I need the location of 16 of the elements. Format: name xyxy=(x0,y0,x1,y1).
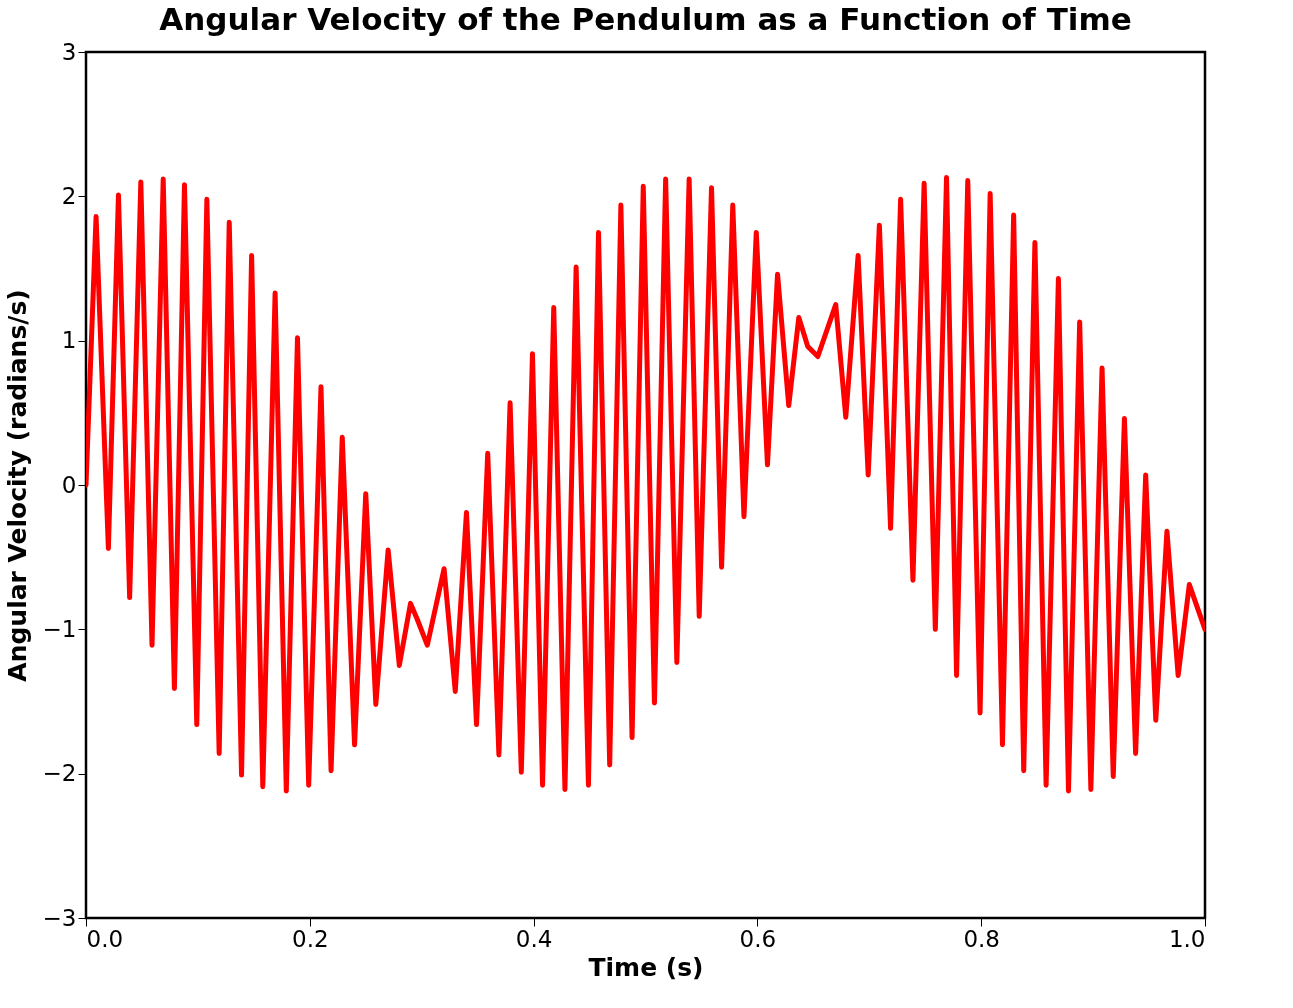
x-tick-label: 0.4 xyxy=(515,925,553,952)
y-tick-label: 0 xyxy=(61,471,77,498)
y-tick-label: 2 xyxy=(61,182,77,209)
y-tick-label: 1 xyxy=(61,327,77,354)
x-axis-title: Time (s) xyxy=(588,952,704,982)
x-tick-label: 0.2 xyxy=(292,925,329,952)
chart-title: Angular Velocity of the Pendulum as a Function of Time xyxy=(159,1,1132,37)
x-tick-label: 0.0 xyxy=(86,925,124,952)
y-tick-label: −3 xyxy=(42,904,77,931)
y-tick-label: −2 xyxy=(42,760,77,787)
y-tick-label: 3 xyxy=(61,38,77,65)
x-tick-label: 0.8 xyxy=(963,925,1000,952)
x-tick-label: 1.0 xyxy=(1168,925,1206,952)
y-tick-label: −1 xyxy=(42,615,77,642)
x-tick-label: 0.6 xyxy=(739,925,777,952)
y-axis-title: Angular Velocity (radians/s) xyxy=(2,289,32,682)
